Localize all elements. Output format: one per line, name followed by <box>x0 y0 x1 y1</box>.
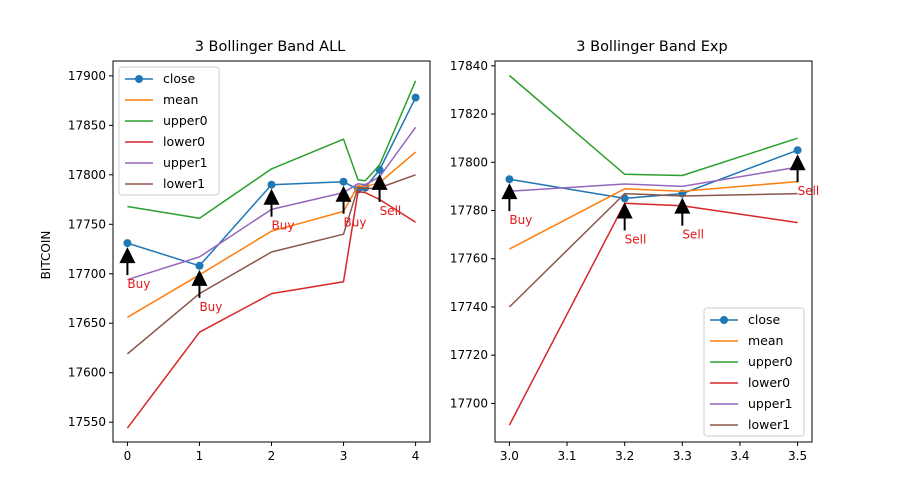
y-tick-label: 17700 <box>68 267 106 281</box>
annotation-label: Buy <box>199 300 222 314</box>
y-tick-label: 17760 <box>450 252 488 266</box>
y-tick-label: 17820 <box>450 107 488 121</box>
legend-marker-close <box>720 316 728 324</box>
annotation-label: Buy <box>272 219 295 233</box>
series-line-lower0 <box>508 202 798 426</box>
legend-label: mean <box>163 92 198 107</box>
x-tick-label: 3.2 <box>615 449 634 463</box>
y-tick-label: 17850 <box>68 118 106 132</box>
axes-frame <box>494 60 813 443</box>
legend-label: upper0 <box>748 354 793 369</box>
legend-label: upper0 <box>163 113 208 128</box>
annotation-arrowhead <box>191 269 208 286</box>
y-tick-label: 17780 <box>450 204 488 218</box>
y-tick-label: 17600 <box>68 366 106 380</box>
legend: close mean upper0 lower0 upper1 lower1 <box>703 307 805 437</box>
x-tick-label: 3.4 <box>730 449 749 463</box>
y-tick-label: 17740 <box>450 300 488 314</box>
legend-label: lower1 <box>748 417 790 432</box>
annotation-label: Sell <box>625 232 647 246</box>
y-tick-label: 17800 <box>68 168 106 182</box>
y-tick-label: 17840 <box>450 59 488 73</box>
legend-marker-close <box>135 75 143 83</box>
y-tick-label: 17550 <box>68 415 106 429</box>
y-tick-label: 17700 <box>450 396 488 410</box>
annotations: Buy Sell Sell Sell <box>501 154 819 246</box>
x-tick-label: 3.3 <box>673 449 692 463</box>
x-axis-ticks: 3.0 3.1 3.2 3.3 3.4 3.5 <box>500 442 807 463</box>
y-axis-ticks: 17550 17600 17650 17700 17750 17800 17850 17900 <box>68 69 113 429</box>
annotation-arrowhead <box>371 173 388 190</box>
x-axis-ticks: 0 1 2 3 4 <box>124 442 420 463</box>
legend-label: close <box>163 71 196 86</box>
data-point-close <box>793 146 802 155</box>
annotation-arrowhead <box>335 185 352 202</box>
annotation-label: Sell <box>380 204 402 218</box>
annotation-arrowhead <box>674 197 691 214</box>
legend-label: lower0 <box>748 375 790 390</box>
annotations: Buy Buy Buy Buy Sell <box>119 173 402 314</box>
x-tick-label: 0 <box>124 449 132 463</box>
annotation-label: Buy <box>509 213 532 227</box>
x-tick-label: 3 <box>340 449 348 463</box>
annotation-arrowhead <box>616 202 633 219</box>
chart-title: 3 Bollinger Band Exp <box>576 39 727 55</box>
x-tick-label: 1 <box>196 449 204 463</box>
series-line-upper0 <box>127 80 417 220</box>
series-line-close <box>509 149 798 200</box>
legend-label: close <box>748 312 781 327</box>
x-tick-label: 3.1 <box>557 449 576 463</box>
y-tick-label: 17900 <box>68 69 106 83</box>
y-tick-label: 17800 <box>450 155 488 169</box>
legend-label: upper1 <box>748 396 793 411</box>
legend-label: lower0 <box>163 134 205 149</box>
data-point-close <box>267 180 276 189</box>
annotation-label: Sell <box>798 184 820 198</box>
annotation-arrowhead <box>119 247 136 264</box>
legend: close mean upper0 lower0 upper1 lower1 <box>118 66 220 196</box>
series-line-mean <box>509 180 798 250</box>
annotation-arrowhead <box>263 188 280 205</box>
data-point-close <box>195 261 204 270</box>
y-axis-ticks: 17700 17720 17740 17760 17780 17800 17820 17840 <box>450 59 495 410</box>
series-line-upper1 <box>509 166 798 192</box>
x-tick-label: 3.5 <box>788 449 807 463</box>
y-axis-label: BITCOIN <box>39 231 53 280</box>
series-line-upper1 <box>127 126 417 281</box>
y-tick-label: 17750 <box>68 217 106 231</box>
data-point-close <box>339 177 348 186</box>
chart-title: 3 Bollinger Band ALL <box>195 39 346 55</box>
legend-label: lower1 <box>163 176 205 191</box>
annotation-arrowhead <box>501 183 518 200</box>
data-point-close <box>123 239 132 248</box>
series-line-upper0 <box>508 74 798 177</box>
series-line-lower0 <box>126 190 417 429</box>
y-tick-label: 17650 <box>68 316 106 330</box>
annotation-label: Buy <box>344 216 367 230</box>
legend-label: mean <box>748 333 783 348</box>
annotation-label: Buy <box>127 277 150 291</box>
series-group <box>505 74 802 426</box>
y-tick-label: 17720 <box>450 348 488 362</box>
series-line-lower1 <box>508 192 798 308</box>
x-tick-label: 3.0 <box>500 449 519 463</box>
data-point-close <box>505 175 514 184</box>
annotation-arrowhead <box>789 154 806 171</box>
x-tick-label: 2 <box>268 449 276 463</box>
annotation-label: Sell <box>682 228 704 242</box>
x-tick-label: 4 <box>412 449 420 463</box>
data-point-close <box>411 93 420 102</box>
legend-label: upper1 <box>163 155 208 170</box>
